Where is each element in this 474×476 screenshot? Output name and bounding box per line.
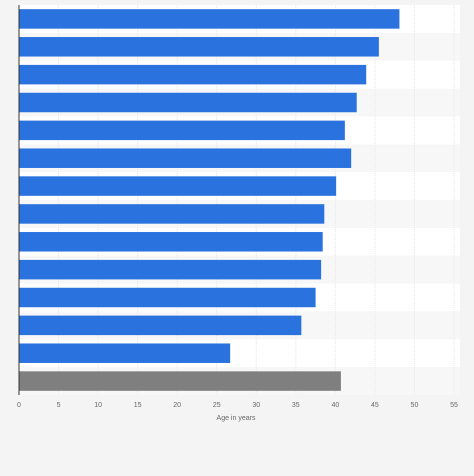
bar (19, 9, 400, 29)
x-tick-label: 40 (331, 402, 339, 409)
x-tick-label: 5 (57, 402, 61, 409)
x-tick-label: 10 (94, 402, 102, 409)
x-axis-title: Age in years (217, 415, 256, 422)
bar (19, 64, 367, 85)
bar (19, 232, 323, 252)
bar (19, 176, 337, 196)
x-tick-label: 50 (411, 402, 419, 409)
x-tick-label: 0 (17, 402, 21, 409)
bar (19, 287, 316, 308)
bar (19, 371, 341, 391)
x-tick-label: 35 (292, 402, 300, 409)
bar (19, 315, 302, 336)
bar (19, 259, 322, 280)
bar (19, 204, 325, 224)
bar (19, 120, 345, 141)
bar (19, 148, 352, 168)
x-tick-label: 15 (134, 402, 142, 409)
x-tick-label: 55 (450, 402, 458, 409)
x-tick-label: 45 (371, 402, 379, 409)
x-tick-label: 30 (252, 402, 260, 409)
bar (19, 92, 357, 113)
bar (19, 37, 379, 57)
x-tick-label: 20 (173, 402, 181, 409)
x-tick-label: 25 (213, 402, 221, 409)
bar (19, 343, 231, 363)
